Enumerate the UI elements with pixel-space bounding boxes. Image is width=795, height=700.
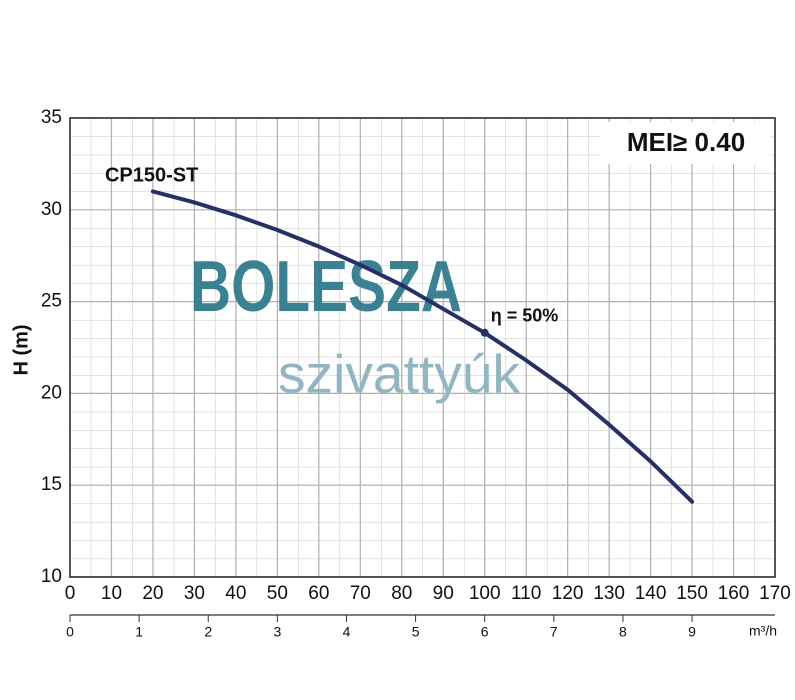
x-tick-label: 40 xyxy=(225,583,246,604)
x2-tick-label: 4 xyxy=(343,624,351,640)
y-tick-label: 30 xyxy=(41,199,62,220)
x-tick-label: 60 xyxy=(308,583,329,604)
y-tick-label: 10 xyxy=(41,566,62,587)
x-tick-label: 70 xyxy=(350,583,371,604)
x2-tick-label: 5 xyxy=(412,624,420,640)
annotation-point xyxy=(480,328,489,337)
watermark: szivattyúk xyxy=(278,344,521,404)
series-label: CP150-ST xyxy=(105,165,198,187)
watermark: BOLESZA xyxy=(190,247,462,327)
minor-grid xyxy=(70,118,775,577)
mei-badge: MEI≥ 0.40 xyxy=(627,127,745,157)
x2-tick-label: 7 xyxy=(550,624,558,640)
x-tick-label: 160 xyxy=(718,583,750,604)
x-tick-label: 150 xyxy=(676,583,708,604)
x-tick-label: 140 xyxy=(635,583,667,604)
badge-box xyxy=(600,122,771,164)
x2-tick-label: 8 xyxy=(619,624,627,640)
x-tick-label: 80 xyxy=(391,583,412,604)
x-tick-label: 20 xyxy=(142,583,163,604)
x-tick-label: 120 xyxy=(552,583,584,604)
x2-tick-label: 6 xyxy=(481,624,489,640)
x2-tick-label: 0 xyxy=(66,624,74,640)
y-tick-label: 20 xyxy=(41,382,62,403)
x-tick-label: 10 xyxy=(101,583,122,604)
x-tick-label: 130 xyxy=(593,583,625,604)
annotation: η = 50% xyxy=(491,306,559,326)
x2-tick-label: 2 xyxy=(204,624,212,640)
curve xyxy=(150,189,695,504)
x-tick-label: 50 xyxy=(267,583,288,604)
x2-tick-label: 9 xyxy=(688,624,696,640)
plot-frame xyxy=(69,117,776,578)
y-tick-label: 15 xyxy=(41,474,62,495)
y-axis-label: H (m) xyxy=(10,324,32,375)
x-tick-label: 110 xyxy=(511,583,541,604)
x2-tick-label: 1 xyxy=(135,624,143,640)
x-tick-label: 0 xyxy=(65,583,76,604)
x2-tick-label: 3 xyxy=(273,624,281,640)
x-tick-label: 30 xyxy=(184,583,205,604)
y-tick-label: 35 xyxy=(41,107,62,128)
y-tick-label: 25 xyxy=(41,291,62,312)
x-tick-label: 100 xyxy=(469,583,501,604)
x-tick-label: 170 xyxy=(759,583,791,604)
x2-axis-label: m³/h xyxy=(749,623,777,639)
x-tick-label: 90 xyxy=(433,583,454,604)
